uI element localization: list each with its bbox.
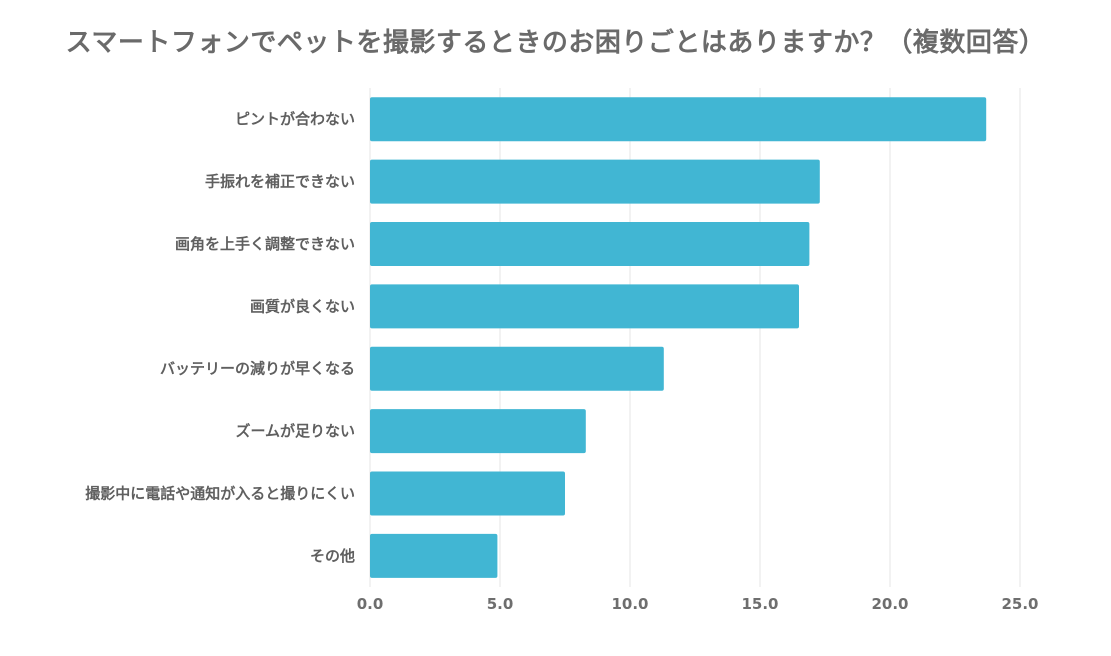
bar-0 bbox=[370, 97, 987, 142]
x-tick-label-4: 20.0 bbox=[871, 595, 908, 613]
bar-4 bbox=[370, 346, 664, 391]
bar-7 bbox=[370, 533, 498, 578]
tick-label-layer: 0.0 5.0 10.0 15.0 20.0 25.0 bbox=[357, 595, 1039, 613]
bar-5 bbox=[370, 409, 586, 454]
bar-3 bbox=[370, 284, 799, 329]
bar-6 bbox=[370, 471, 565, 516]
category-label-3: 画質が良くない bbox=[250, 297, 355, 315]
bar-1 bbox=[370, 159, 820, 204]
category-label-1: 手振れを補正できない bbox=[205, 173, 355, 191]
chart-title: スマートフォンでペットを撮影するときのお困りごとはありますか？（複数回答） bbox=[65, 28, 1046, 58]
x-tick-label-5: 25.0 bbox=[1001, 595, 1038, 613]
x-tick-label-2: 10.0 bbox=[611, 595, 648, 613]
category-label-7: その他 bbox=[310, 547, 355, 565]
bar-2 bbox=[370, 221, 810, 266]
x-tick-label-0: 0.0 bbox=[357, 595, 384, 613]
x-tick-label-3: 15.0 bbox=[741, 595, 778, 613]
category-label-6: 撮影中に電話や通知が入ると撮りにくい bbox=[85, 484, 355, 502]
bar-layer bbox=[370, 97, 987, 578]
category-label-layer: ピントが合わない手振れを補正できない画角を上手く調整できない画質が良くないバッテ… bbox=[85, 110, 355, 565]
category-label-0: ピントが合わない bbox=[235, 110, 355, 128]
category-label-4: バッテリーの減りが早くなる bbox=[160, 360, 355, 378]
category-label-2: 画角を上手く調整できない bbox=[175, 235, 355, 253]
category-label-5: ズームが足りない bbox=[235, 422, 355, 440]
x-tick-label-1: 5.0 bbox=[487, 595, 514, 613]
